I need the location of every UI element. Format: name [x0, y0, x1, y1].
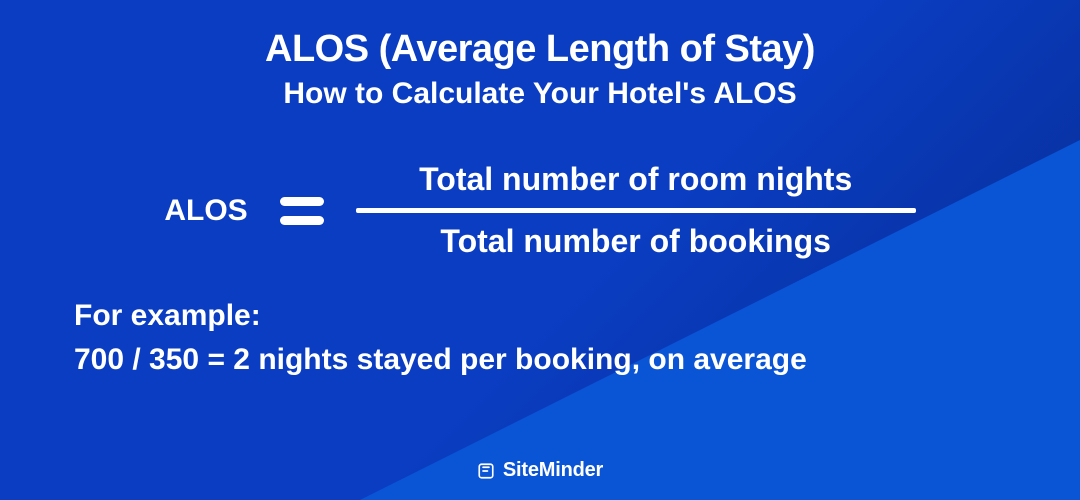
fraction-line	[356, 208, 916, 213]
formula-fraction: Total number of room nights Total number…	[356, 161, 916, 260]
example-label: For example:	[74, 294, 1020, 338]
brand-name: SiteMinder	[503, 459, 603, 482]
equals-bar-bottom	[280, 216, 324, 225]
content-wrap: ALOS (Average Length of Stay) How to Cal…	[0, 0, 1080, 500]
fraction-denominator: Total number of bookings	[440, 223, 831, 260]
page-title: ALOS (Average Length of Stay)	[60, 28, 1020, 71]
equals-bar-top	[280, 197, 324, 206]
page-subtitle: How to Calculate Your Hotel's ALOS	[60, 77, 1020, 111]
formula-row: ALOS Total number of room nights Total n…	[60, 161, 1020, 260]
formula-lhs: ALOS	[164, 194, 247, 228]
equals-icon	[280, 197, 324, 225]
example-block: For example: 700 / 350 = 2 nights stayed…	[60, 294, 1020, 381]
fraction-numerator: Total number of room nights	[419, 161, 852, 198]
example-text: 700 / 350 = 2 nights stayed per booking,…	[74, 338, 1020, 382]
brand-logo-icon	[477, 462, 495, 480]
footer: SiteMinder	[0, 459, 1080, 482]
